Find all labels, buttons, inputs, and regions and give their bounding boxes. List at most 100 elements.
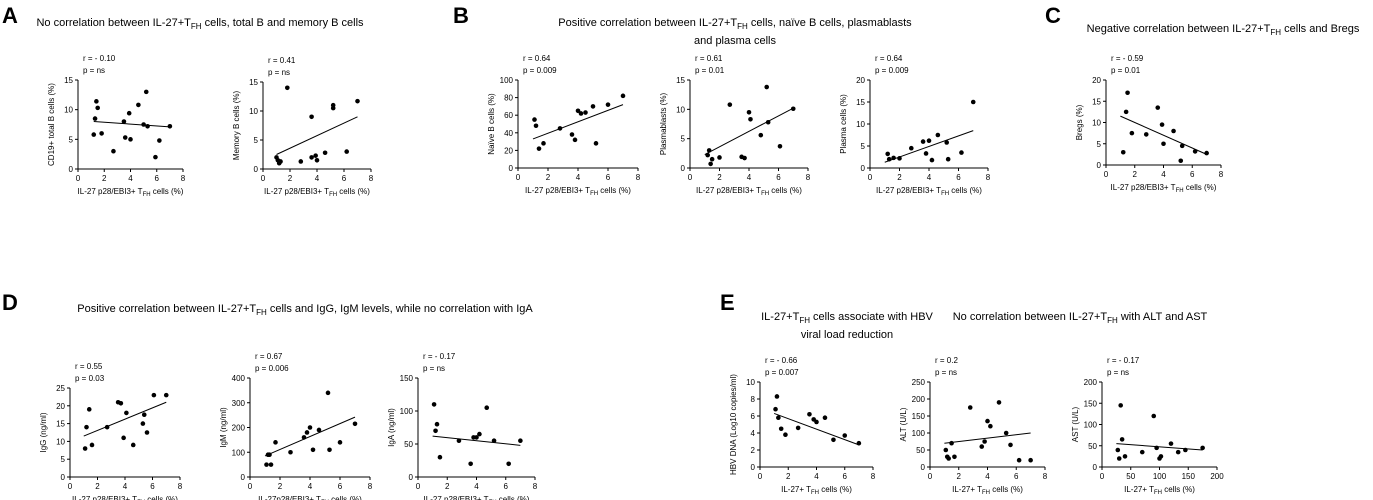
y-tick-label: 50: [916, 446, 925, 455]
data-point: [1122, 454, 1128, 459]
data-point: [267, 452, 272, 458]
r-value: r = 0.41: [268, 56, 296, 65]
x-tick-label: 8: [806, 173, 811, 182]
p-value: p = ns: [268, 68, 290, 77]
data-point: [91, 132, 97, 137]
data-point: [1155, 105, 1161, 110]
y-tick-label: 10: [746, 378, 755, 387]
data-point: [153, 154, 158, 160]
data-point: [569, 132, 575, 137]
x-tick-label: 6: [155, 174, 160, 183]
r-value: r = - 0.59: [1111, 54, 1144, 63]
data-point: [807, 412, 812, 417]
y-tick-label: 10: [56, 437, 65, 446]
r-value: r = 0.64: [875, 54, 903, 63]
data-point: [717, 155, 722, 160]
x-tick-label: 6: [150, 482, 155, 491]
x-axis-label: IL-27p28/EBI3+ TFH cells (%): [258, 495, 362, 500]
data-point: [285, 85, 290, 91]
data-point: [1125, 90, 1130, 96]
data-point: [86, 407, 92, 412]
y-tick-label: 15: [676, 76, 685, 85]
x-axis-label: IL-27 p28/EBI3+ TFH cells (%): [696, 186, 802, 197]
y-tick-label: 15: [64, 76, 73, 85]
x-tick-label: 4: [128, 174, 133, 183]
regression-line: [532, 104, 624, 140]
data-point: [99, 131, 104, 136]
x-tick-label: 4: [576, 173, 581, 182]
data-point: [988, 423, 993, 429]
data-point: [909, 145, 914, 151]
x-tick-label: 0: [76, 174, 81, 183]
data-point: [434, 421, 440, 427]
data-point: [583, 110, 588, 115]
data-point: [831, 437, 836, 443]
x-tick-label: 2: [95, 482, 100, 491]
data-point: [1192, 149, 1198, 154]
y-tick-label: 0: [409, 473, 414, 482]
y-tick-label: 2: [751, 446, 756, 455]
scatter-plot-10: 0 2 4 6 8 0 2 4 6 8 10 IL-27+ TFH cells (%) HBV DNA …: [729, 356, 876, 496]
data-point: [578, 111, 584, 116]
data-point: [121, 435, 126, 441]
x-tick-label: 4: [1161, 170, 1166, 179]
y-tick-label: 300: [232, 399, 246, 408]
y-tick-label: 250: [912, 378, 926, 387]
data-point: [304, 430, 310, 435]
data-point: [557, 126, 563, 131]
data-point: [474, 435, 479, 440]
data-point: [814, 419, 819, 425]
scatter-plot-9: 0 2 4 6 8 0 50 100 150 IL-27 p28/EBI3+ TFH cells …: [387, 352, 538, 500]
y-tick-label: 20: [1092, 76, 1101, 85]
x-tick-label: 8: [369, 174, 374, 183]
y-axis-label: CD19+ total B cells (%): [47, 83, 56, 166]
data-point: [790, 106, 796, 112]
y-tick-label: 100: [232, 448, 246, 457]
p-value: p = 0.009: [875, 66, 909, 75]
x-tick-label: 6: [606, 173, 611, 182]
data-point: [929, 157, 935, 163]
y-tick-label: 5: [254, 136, 259, 145]
regression-line: [1120, 115, 1207, 155]
r-value: r = - 0.10: [83, 54, 116, 63]
data-point: [1183, 447, 1188, 453]
y-tick-label: 0: [1093, 463, 1098, 472]
y-tick-label: 20: [56, 402, 65, 411]
x-tick-label: 8: [368, 482, 373, 491]
x-tick-label: 200: [1210, 472, 1224, 481]
regression-line: [704, 107, 794, 155]
data-point: [310, 447, 316, 453]
y-tick-label: 0: [254, 165, 259, 174]
data-point: [1115, 447, 1121, 453]
x-tick-label: 0: [868, 173, 873, 182]
data-point: [355, 98, 360, 104]
panel-letter-d: D: [2, 290, 18, 315]
y-tick-label: 0: [921, 463, 926, 472]
x-tick-label: 8: [533, 482, 538, 491]
data-point: [95, 105, 100, 111]
data-point: [935, 132, 941, 138]
data-point: [748, 117, 753, 122]
y-axis-label: IgM (ng/ml): [219, 407, 228, 448]
data-point: [92, 116, 98, 121]
data-point: [886, 156, 892, 162]
regression-line: [944, 432, 1031, 444]
x-tick-label: 6: [342, 174, 347, 183]
y-tick-label: 0: [241, 473, 246, 482]
x-tick-label: 2: [546, 173, 551, 182]
data-point: [945, 156, 951, 162]
y-tick-label: 10: [1092, 119, 1101, 128]
r-value: r = 0.2: [935, 356, 958, 365]
x-tick-label: 0: [516, 173, 521, 182]
x-tick-label: 150: [1182, 472, 1196, 481]
data-point: [433, 428, 438, 434]
x-tick-label: 4: [123, 482, 128, 491]
y-tick-label: 5: [61, 455, 66, 464]
panel-e-subtitle: No correlation between IL-27+TFH with AL…: [952, 311, 1208, 326]
data-point: [1003, 430, 1009, 436]
data-point: [536, 146, 542, 151]
r-value: r = 0.67: [255, 352, 283, 361]
data-point: [746, 109, 752, 115]
p-value: p = 0.006: [255, 364, 289, 373]
